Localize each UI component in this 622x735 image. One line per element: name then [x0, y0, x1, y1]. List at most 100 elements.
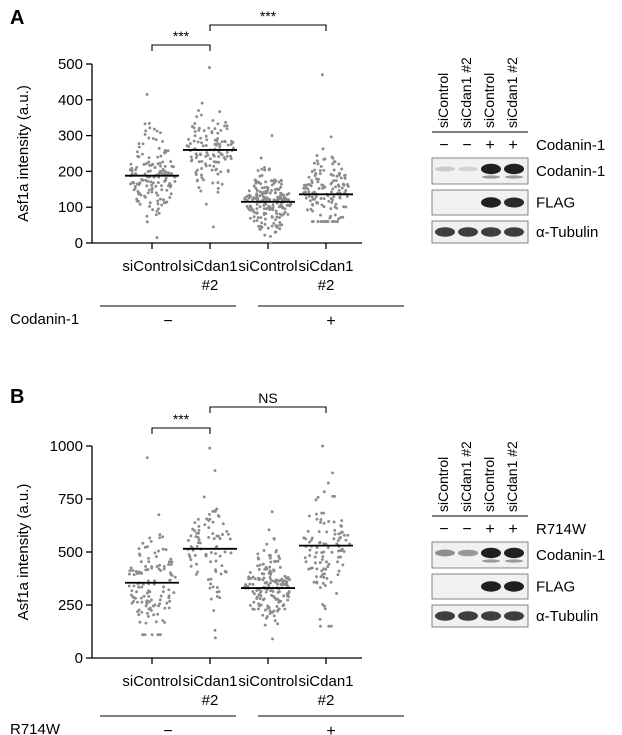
- data-point: [265, 580, 269, 584]
- data-point: [346, 183, 349, 186]
- data-point: [225, 529, 229, 533]
- data-point: [304, 560, 308, 564]
- data-point: [145, 92, 149, 96]
- data-point: [278, 578, 282, 582]
- data-point: [156, 202, 160, 206]
- data-point: [147, 160, 151, 164]
- data-point: [219, 152, 223, 156]
- data-point: [227, 532, 230, 536]
- blot-band: [504, 197, 524, 208]
- data-point: [316, 220, 320, 223]
- data-point: [217, 160, 221, 164]
- data-point: [329, 197, 333, 201]
- data-point: [263, 623, 267, 627]
- data-point: [160, 171, 164, 175]
- blot-band: [481, 197, 501, 208]
- blot-band: [504, 611, 524, 621]
- category-label-line2: #2: [202, 277, 219, 294]
- blot-band-minor: [505, 559, 523, 563]
- data-point: [145, 456, 149, 460]
- data-point: [148, 169, 152, 173]
- data-point: [141, 178, 145, 182]
- data-point: [215, 167, 218, 171]
- data-point: [261, 613, 265, 617]
- data-point: [137, 192, 141, 196]
- data-point: [162, 198, 165, 202]
- data-point: [189, 534, 193, 538]
- data-point: [264, 608, 267, 612]
- y-tick-label: 200: [58, 163, 83, 180]
- data-point: [257, 578, 261, 582]
- data-point: [245, 204, 249, 208]
- data-point: [330, 201, 334, 204]
- condition-name: Codanin-1: [10, 311, 79, 328]
- data-point: [264, 565, 268, 569]
- data-point: [162, 565, 166, 568]
- data-point: [319, 197, 323, 200]
- treatment-label: Codanin-1: [536, 137, 605, 154]
- data-point: [200, 101, 204, 105]
- data-point: [277, 180, 281, 184]
- data-point: [285, 592, 289, 596]
- data-point: [217, 590, 221, 593]
- data-point: [341, 215, 345, 219]
- data-point: [195, 544, 199, 548]
- data-point: [127, 584, 131, 588]
- data-point: [206, 578, 210, 582]
- data-point: [200, 159, 204, 163]
- data-point: [265, 542, 269, 546]
- data-point: [277, 205, 281, 209]
- data-point: [264, 202, 268, 206]
- data-point: [208, 446, 212, 450]
- data-point: [157, 211, 161, 215]
- data-point: [218, 145, 222, 149]
- data-point: [302, 191, 306, 195]
- data-point: [248, 603, 252, 607]
- data-point: [165, 200, 169, 204]
- data-point: [329, 172, 333, 176]
- data-point: [149, 180, 153, 184]
- data-point: [164, 170, 168, 174]
- y-axis-label: Asf1a intensity (a.u.): [15, 484, 32, 621]
- category-label: siCdan1: [298, 673, 353, 690]
- data-point: [287, 595, 291, 599]
- data-point: [257, 602, 260, 606]
- data-point: [316, 177, 320, 181]
- blot-row: Codanin-1: [431, 157, 605, 185]
- data-point: [270, 610, 274, 614]
- scatter-group-4: [302, 73, 350, 223]
- treatment-mark: −: [462, 521, 471, 538]
- data-point: [263, 233, 267, 237]
- data-point: [262, 197, 266, 201]
- scatter-group-3: [242, 510, 292, 641]
- data-point: [154, 620, 158, 624]
- data-point: [334, 179, 338, 183]
- data-point: [128, 168, 132, 172]
- data-point: [266, 186, 270, 190]
- data-point: [273, 179, 277, 183]
- scatter-group-3: [243, 134, 293, 245]
- bracket-line: [151, 44, 211, 51]
- category-label: siCdan1: [182, 673, 237, 690]
- data-point: [341, 563, 345, 567]
- data-point: [337, 569, 341, 573]
- data-point: [269, 179, 273, 183]
- data-point: [138, 202, 142, 206]
- data-point: [259, 182, 263, 186]
- data-point: [207, 518, 211, 522]
- data-point: [158, 602, 162, 606]
- data-point: [150, 190, 154, 194]
- data-point: [331, 173, 335, 177]
- data-point: [339, 524, 343, 528]
- data-point: [307, 514, 311, 518]
- data-point: [320, 203, 324, 207]
- scatter-group-2: [186, 446, 233, 640]
- condition-group-sign: +: [326, 723, 335, 735]
- data-point: [193, 122, 197, 125]
- data-point: [256, 556, 260, 560]
- y-tick-label: 1000: [50, 438, 83, 455]
- data-point: [332, 220, 335, 223]
- data-point: [288, 578, 292, 582]
- data-point: [340, 519, 344, 523]
- data-point: [140, 152, 144, 156]
